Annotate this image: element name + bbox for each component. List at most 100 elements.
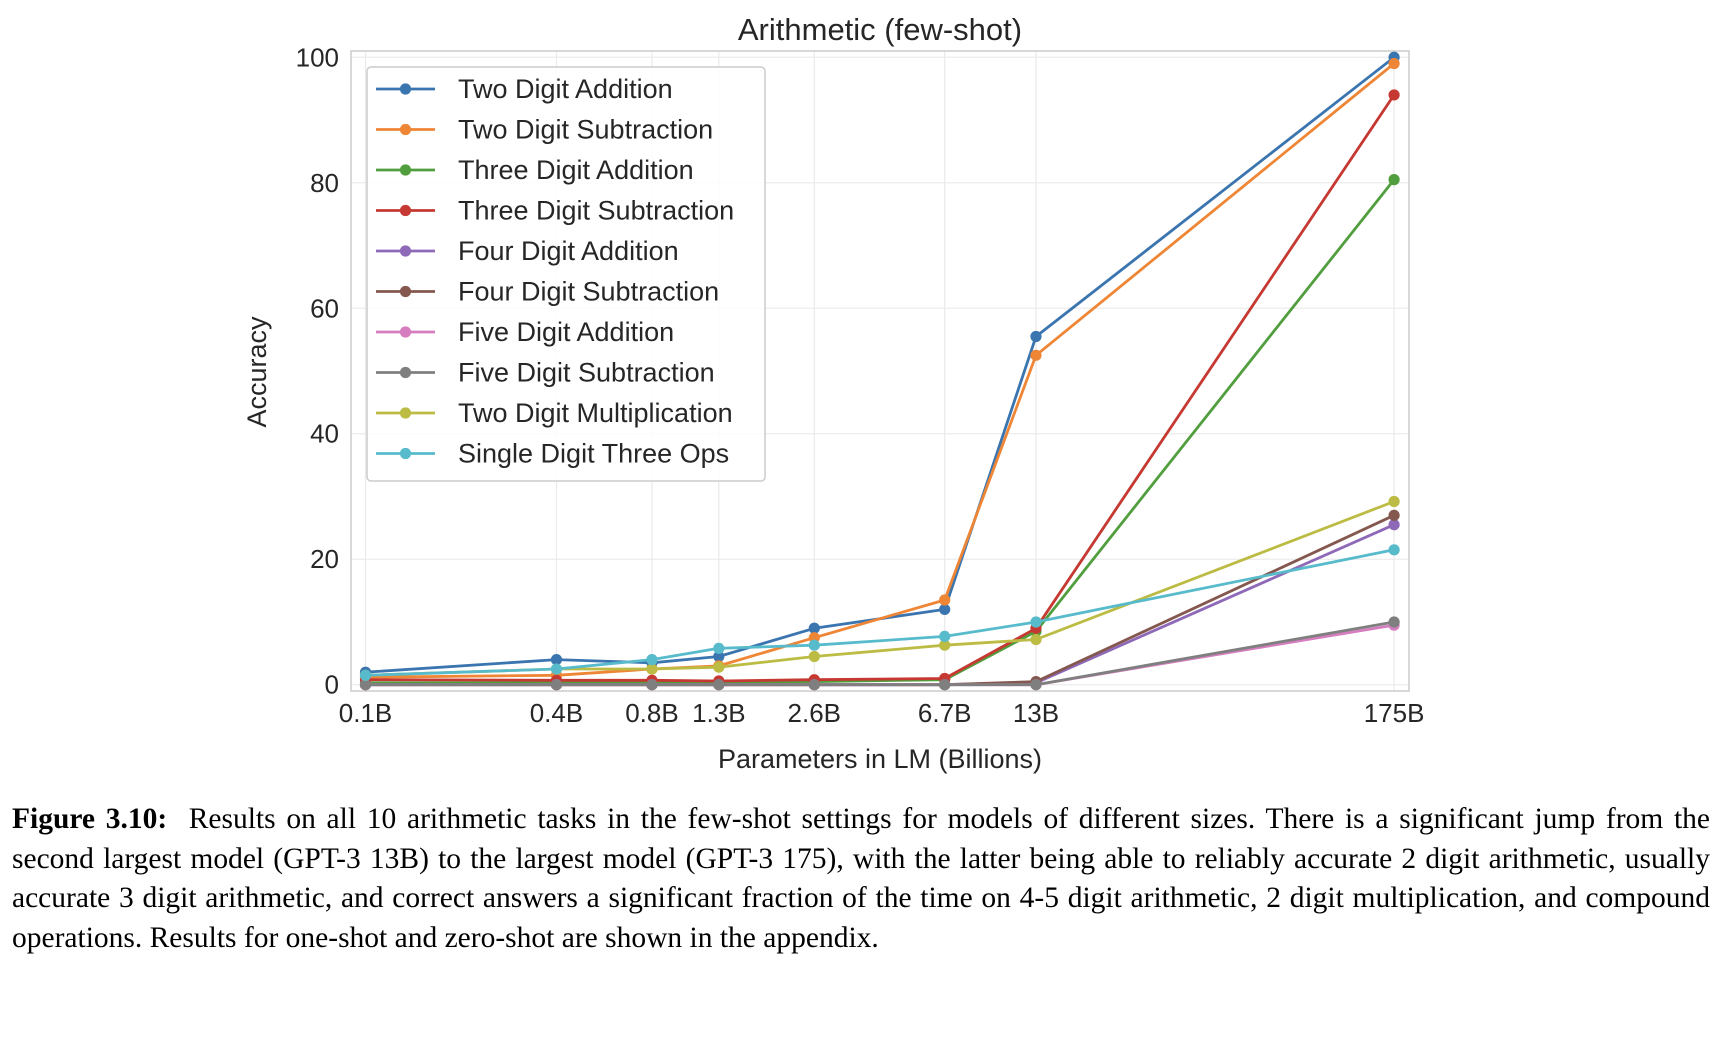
data-point <box>808 679 820 691</box>
legend-item: Four Digit Addition <box>376 236 679 266</box>
legend-label: Five Digit Subtraction <box>458 358 715 388</box>
x-tick-label: 1.3B <box>692 698 746 728</box>
legend-label: Single Digit Three Ops <box>458 439 729 469</box>
data-point <box>1030 633 1042 646</box>
y-tick-label: 60 <box>310 293 339 323</box>
series-line <box>365 94 1396 683</box>
data-point <box>646 654 658 666</box>
legend-marker <box>399 407 412 419</box>
data-point <box>713 642 725 654</box>
legend-box <box>366 66 766 482</box>
legend-label: Two Digit Subtraction <box>458 115 713 145</box>
data-point <box>713 679 725 691</box>
data-point <box>359 679 372 691</box>
data-point <box>550 679 563 691</box>
legend-item: Five Digit Subtraction <box>376 358 715 388</box>
y-tick-label: 40 <box>310 419 339 449</box>
x-tick-label: 175B <box>1364 698 1425 728</box>
series-line <box>365 548 1395 677</box>
series-two-digit-multiplication <box>359 495 1400 681</box>
data-point <box>1388 89 1400 101</box>
legend-marker <box>399 164 412 176</box>
y-tick-label: 80 <box>310 168 339 198</box>
caption-label: Figure 3.10: <box>12 803 168 835</box>
legend-item: Single Digit Three Ops <box>376 439 729 469</box>
data-point <box>1030 616 1042 628</box>
x-axis-ticks: 0.1B 0.4B 0.8B 1.3B 2.6B 6.7B 13B 175B <box>339 698 1425 728</box>
legend-marker <box>399 326 412 338</box>
legend-marker <box>399 204 412 217</box>
x-axis-label: Parameters in LM (Billions) <box>718 744 1042 774</box>
series-four-digit-addition <box>359 519 1400 691</box>
legend-marker <box>399 245 412 257</box>
data-point <box>1388 544 1400 556</box>
data-point <box>939 679 951 691</box>
data-point <box>1030 679 1042 691</box>
series-line <box>365 62 1395 679</box>
series-five-digit-subtraction <box>359 616 1400 691</box>
figure-caption: Figure 3.10: Results on all 10 arithmeti… <box>12 800 1710 958</box>
series-line <box>365 500 1395 677</box>
caption-text: Results on all 10 arithmetic tasks in th… <box>12 803 1710 954</box>
legend-marker <box>399 285 412 298</box>
x-tick-label: 13B <box>1013 698 1059 728</box>
x-tick-label: 2.6B <box>788 698 842 728</box>
series-line <box>365 514 1395 687</box>
data-point <box>808 639 820 651</box>
legend-item: Three Digit Addition <box>376 155 694 185</box>
y-tick-label: 0 <box>325 670 339 700</box>
legend-marker <box>399 366 412 379</box>
legend-item: Two Digit Multiplication <box>376 398 733 428</box>
data-point <box>1388 57 1400 70</box>
data-point <box>808 622 820 634</box>
chart-title: Arithmetic (few-shot) <box>738 12 1022 47</box>
legend-marker <box>399 447 412 460</box>
x-tick-label: 0.4B <box>530 698 584 728</box>
x-tick-label: 0.8B <box>625 698 679 728</box>
legend-item: Two Digit Subtraction <box>376 115 713 145</box>
data-point <box>713 650 725 663</box>
data-point <box>939 639 951 651</box>
legend-marker <box>399 83 412 95</box>
y-tick-label: 100 <box>296 42 339 72</box>
legend-label: Two Digit Multiplication <box>458 398 733 428</box>
data-point <box>359 669 372 681</box>
legend-label: Two Digit Addition <box>458 74 673 104</box>
data-point <box>1388 616 1400 628</box>
data-point <box>1388 174 1400 186</box>
legend: Two Digit Addition Two Digit Subtraction T… <box>366 66 766 482</box>
legend-item: Two Digit Addition <box>376 74 673 104</box>
series-lines <box>359 51 1400 691</box>
legend-label: Five Digit Addition <box>458 317 674 347</box>
x-tick-label: 0.1B <box>339 698 393 728</box>
x-tick-label: 6.7B <box>918 698 972 728</box>
data-point <box>1030 349 1042 361</box>
data-point <box>550 654 563 666</box>
y-axis-ticks: 0 20 40 60 80 100 <box>296 42 339 699</box>
data-point <box>1388 519 1400 531</box>
data-point <box>646 679 658 691</box>
series-line <box>365 620 1395 687</box>
legend-marker <box>399 123 412 136</box>
series-line <box>365 56 1395 674</box>
data-point <box>550 663 563 675</box>
legend-item: Four Digit Subtraction <box>376 277 719 307</box>
data-point <box>1388 495 1400 508</box>
data-point <box>1030 330 1042 343</box>
legend-item: Three Digit Subtraction <box>376 196 734 226</box>
legend-label: Four Digit Subtraction <box>458 277 719 307</box>
y-tick-label: 20 <box>310 544 339 574</box>
legend-label: Four Digit Addition <box>458 236 679 266</box>
data-point <box>646 663 658 675</box>
data-point <box>939 630 951 643</box>
plot-area-frame <box>350 50 1410 692</box>
legend-label: Three Digit Subtraction <box>458 196 734 226</box>
series-single-digit-three-ops <box>359 544 1400 681</box>
data-point <box>808 650 820 663</box>
y-axis-label: Accuracy <box>242 316 272 428</box>
data-point <box>713 661 725 673</box>
legend-label: Three Digit Addition <box>458 155 694 185</box>
data-point <box>1388 509 1400 521</box>
data-point <box>939 594 951 606</box>
